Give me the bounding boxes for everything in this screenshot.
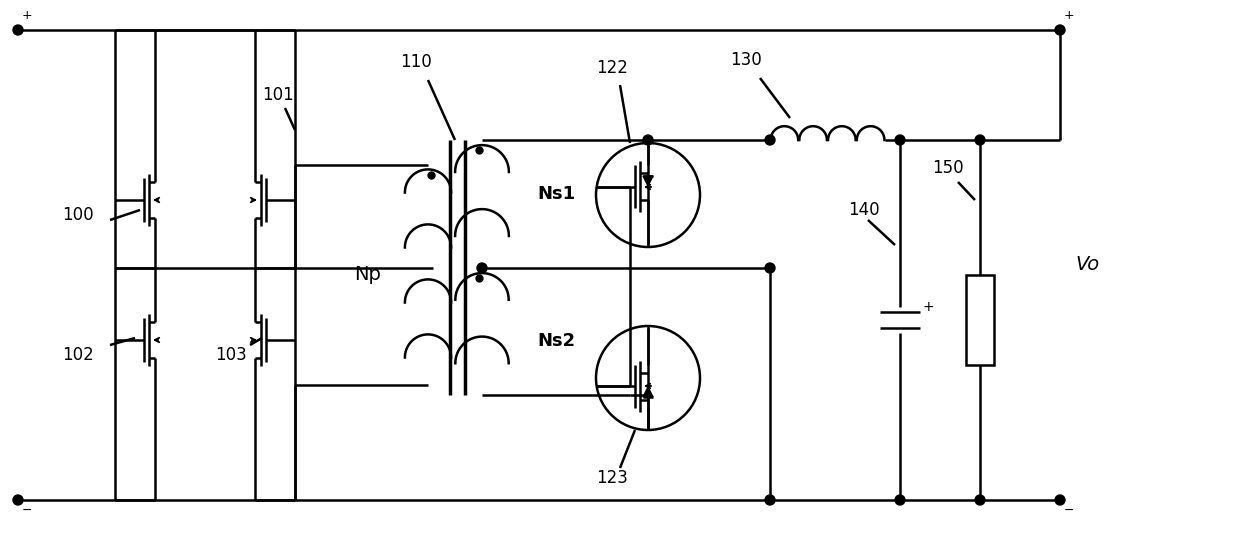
Circle shape xyxy=(12,495,24,505)
Text: 110: 110 xyxy=(401,53,432,71)
Polygon shape xyxy=(644,387,653,397)
Circle shape xyxy=(765,495,775,505)
Text: 101: 101 xyxy=(262,86,294,104)
Circle shape xyxy=(765,263,775,273)
Text: Ns2: Ns2 xyxy=(537,332,575,350)
Circle shape xyxy=(975,135,985,145)
Text: −: − xyxy=(22,504,32,517)
Circle shape xyxy=(895,495,905,505)
Text: 140: 140 xyxy=(848,201,879,219)
Text: +: + xyxy=(22,9,32,22)
Text: 150: 150 xyxy=(932,159,963,177)
Circle shape xyxy=(12,25,24,35)
Text: 130: 130 xyxy=(730,51,761,69)
Circle shape xyxy=(1055,25,1065,35)
Text: −: − xyxy=(1064,504,1075,517)
Text: 100: 100 xyxy=(62,206,94,224)
Circle shape xyxy=(1055,495,1065,505)
Text: 122: 122 xyxy=(596,59,627,77)
Text: 103: 103 xyxy=(215,346,247,364)
Text: 123: 123 xyxy=(596,469,627,487)
Text: Ns1: Ns1 xyxy=(537,185,575,203)
Bar xyxy=(966,275,994,365)
Circle shape xyxy=(765,135,775,145)
Text: Vo: Vo xyxy=(1075,256,1099,274)
Circle shape xyxy=(975,495,985,505)
Text: +: + xyxy=(1064,9,1075,22)
Circle shape xyxy=(477,263,487,273)
Text: +: + xyxy=(923,300,934,314)
Circle shape xyxy=(644,135,653,145)
Circle shape xyxy=(895,135,905,145)
Polygon shape xyxy=(644,176,653,186)
Text: 102: 102 xyxy=(62,346,94,364)
Text: Np: Np xyxy=(355,265,382,285)
